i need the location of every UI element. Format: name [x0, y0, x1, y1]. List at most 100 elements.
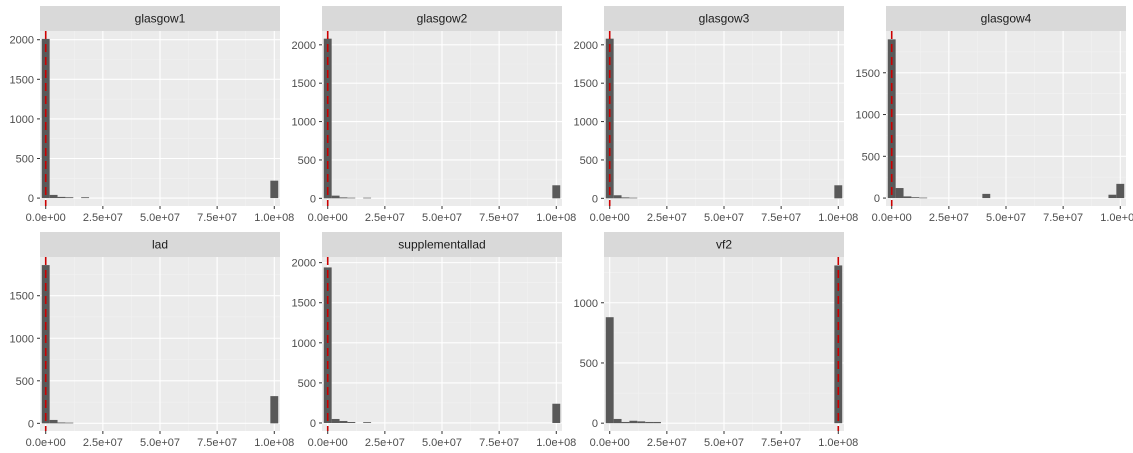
facet-panel-glasgow4: glasgow4 0.0e+00 2.5e+07 5.0e+07 7.5e+07 1.0e… [856, 6, 1133, 224]
y-tick-label: 1500 [574, 78, 598, 90]
histogram-bar [339, 197, 348, 199]
histogram-bar [887, 39, 896, 199]
histogram-bar [552, 403, 561, 423]
x-tick-label: 2.5e+07 [647, 212, 687, 224]
histogram-bar [65, 422, 74, 424]
strip-background [604, 6, 844, 31]
histogram-bar [982, 193, 991, 199]
histogram-bar [363, 422, 372, 423]
x-tick-label: 5.0e+07 [140, 212, 180, 224]
y-tick-label: 1000 [574, 117, 598, 129]
histogram-bar [41, 265, 50, 424]
x-tick-label: 1.0e+08 [536, 212, 576, 224]
strip-label: glasgow3 [699, 12, 750, 26]
histogram-bar [605, 38, 614, 199]
y-tick-label: 0 [28, 193, 34, 205]
strip-label: glasgow1 [135, 12, 186, 26]
histogram-bar [363, 197, 372, 199]
y-tick-label: 500 [298, 155, 316, 167]
x-tick-label: 1.0e+08 [1100, 212, 1133, 224]
y-tick-label: 1500 [10, 74, 34, 86]
histogram-bar [653, 421, 661, 424]
histogram-bar [911, 197, 920, 199]
x-tick-label: 0.0e+00 [308, 212, 348, 224]
histogram-bar [49, 194, 58, 199]
x-tick-label: 0.0e+00 [26, 212, 66, 224]
x-tick-label: 1.0e+08 [536, 437, 576, 449]
histogram-bar [339, 420, 348, 423]
x-tick-label: 7.5e+07 [1043, 212, 1083, 224]
x-tick-label: 0.0e+00 [308, 437, 348, 449]
strip-label: vf2 [716, 238, 732, 252]
x-tick-label: 0.0e+00 [590, 437, 630, 449]
y-tick-label: 2000 [292, 258, 316, 270]
facet-panel-vf2: vf2 0.0e+00 2.5e+07 5.0e+07 7.5e+07 1.0e+08 0 5… [574, 232, 858, 449]
y-tick-label: 1500 [856, 68, 880, 80]
histogram-bar [629, 420, 638, 424]
x-tick-label: 1.0e+08 [254, 212, 294, 224]
y-tick-label: 1500 [292, 298, 316, 310]
histogram-bar [331, 195, 340, 199]
histogram-bar [347, 197, 356, 199]
x-tick-label: 7.5e+07 [479, 212, 519, 224]
y-tick-label: 1000 [292, 117, 316, 129]
x-tick-label: 5.0e+07 [986, 212, 1026, 224]
histogram-bar [57, 196, 66, 199]
x-tick-label: 2.5e+07 [647, 437, 687, 449]
histogram-bar [613, 418, 622, 424]
x-tick-label: 7.5e+07 [197, 437, 237, 449]
x-tick-label: 1.0e+08 [818, 212, 858, 224]
x-tick-label: 7.5e+07 [761, 437, 801, 449]
x-tick-label: 5.0e+07 [140, 437, 180, 449]
x-tick-label: 0.0e+00 [872, 212, 912, 224]
x-tick-label: 7.5e+07 [197, 212, 237, 224]
histogram-bar [323, 267, 332, 423]
histogram-bar [629, 197, 638, 199]
y-tick-label: 1000 [856, 110, 880, 122]
y-tick-label: 0 [592, 418, 598, 430]
strip-background [40, 232, 280, 257]
y-tick-label: 2000 [574, 40, 598, 52]
facet-panel-glasgow1: glasgow1 0.0e+00 2.5e+07 5.0e+07 7.5e+07 1.0e… [10, 6, 294, 224]
histogram-bar [65, 197, 74, 199]
x-tick-label: 5.0e+07 [704, 437, 744, 449]
histogram-bar [41, 38, 50, 199]
y-tick-label: 1500 [10, 291, 34, 303]
x-tick-label: 2.5e+07 [83, 212, 123, 224]
x-tick-label: 2.5e+07 [365, 212, 405, 224]
histogram-bar [1116, 183, 1125, 199]
y-tick-label: 500 [580, 358, 598, 370]
histogram-bar [621, 421, 630, 424]
strip-label: glasgow2 [417, 12, 468, 26]
histogram-bar [270, 180, 279, 199]
histogram-bar [270, 396, 279, 424]
histogram-bar [834, 265, 843, 424]
y-tick-label: 500 [16, 153, 34, 165]
histogram-bar [331, 418, 340, 423]
facet-panel-glasgow3: glasgow3 0.0e+00 2.5e+07 5.0e+07 7.5e+07 1.0e… [574, 6, 858, 224]
histogram-bar [1108, 194, 1117, 199]
strip-label: glasgow4 [981, 12, 1032, 26]
y-tick-label: 2000 [10, 35, 34, 47]
y-tick-label: 500 [16, 376, 34, 388]
strip-background [322, 232, 562, 257]
y-tick-label: 1500 [292, 78, 316, 90]
strip-background [886, 6, 1126, 31]
histogram-bar [81, 197, 90, 199]
y-tick-label: 0 [592, 193, 598, 205]
histogram-bar [49, 419, 58, 424]
x-tick-label: 1.0e+08 [254, 437, 294, 449]
y-tick-label: 500 [298, 378, 316, 390]
y-tick-label: 2000 [292, 40, 316, 52]
histogram-bar [323, 38, 332, 199]
y-tick-label: 500 [580, 155, 598, 167]
x-tick-label: 2.5e+07 [929, 212, 969, 224]
histogram-bar [903, 196, 912, 199]
strip-background [604, 232, 844, 257]
x-tick-label: 1.0e+08 [818, 437, 858, 449]
x-tick-label: 0.0e+00 [26, 437, 66, 449]
histogram-bar [613, 195, 622, 199]
x-tick-label: 7.5e+07 [479, 437, 519, 449]
x-tick-label: 0.0e+00 [590, 212, 630, 224]
